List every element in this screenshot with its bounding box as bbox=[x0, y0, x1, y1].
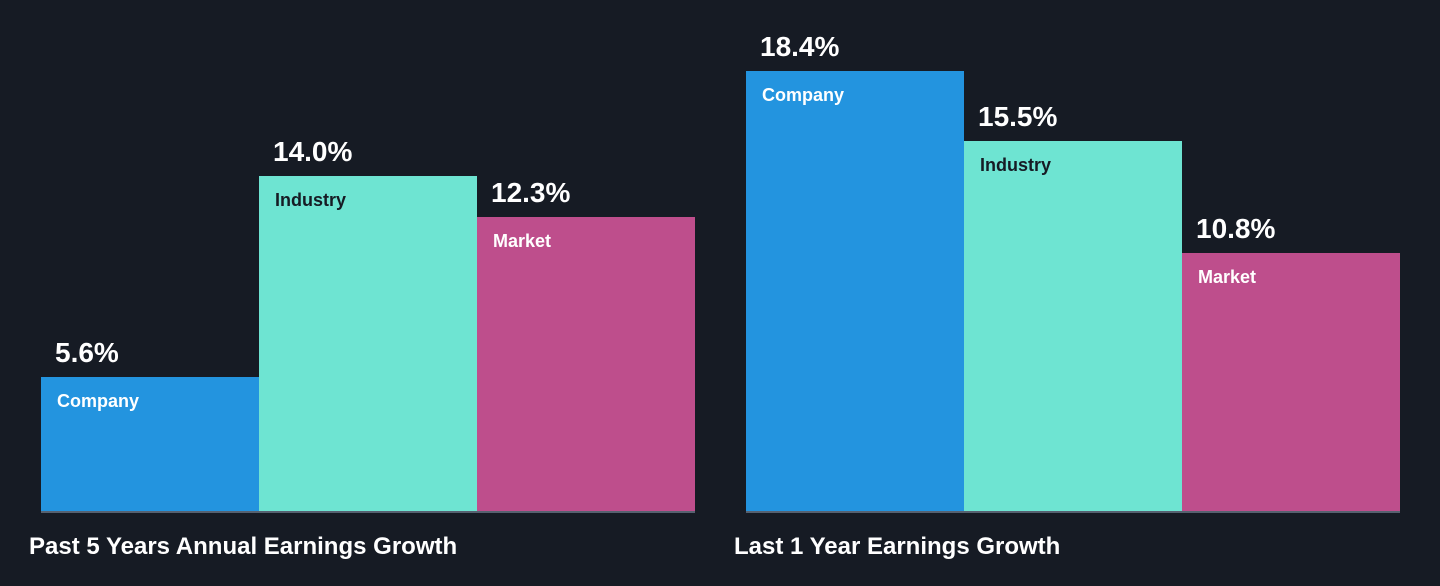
plot-area: 18.4% Company 15.5% Industry 10.8% Marke… bbox=[746, 28, 1400, 513]
bar-label: Market bbox=[493, 231, 552, 251]
bar-market: Market bbox=[477, 217, 695, 511]
chart-past-5-years-earnings-growth: 5.6% Company 14.0% Industry 12.3% Market… bbox=[29, 28, 695, 561]
bar-label: Company bbox=[57, 391, 140, 411]
value-label: 18.4% bbox=[760, 31, 840, 62]
bar-company: Company bbox=[746, 71, 964, 511]
bar-group-company: 5.6% Company bbox=[41, 339, 259, 511]
value-label: 12.3% bbox=[491, 177, 571, 208]
bar-group-company: 18.4% Company bbox=[746, 33, 964, 511]
chart-title: Past 5 Years Annual Earnings Growth bbox=[29, 533, 458, 560]
value-label: 14.0% bbox=[273, 136, 353, 167]
bar-market: Market bbox=[1182, 253, 1400, 511]
bar-label: Industry bbox=[980, 155, 1052, 175]
value-label: 5.6% bbox=[55, 337, 119, 368]
bar-label: Company bbox=[762, 85, 845, 105]
bar-group-industry: 15.5% Industry bbox=[964, 103, 1182, 511]
bar-group-market: 10.8% Market bbox=[1182, 215, 1400, 511]
bar-group-industry: 14.0% Industry bbox=[259, 138, 477, 511]
bar-company: Company bbox=[41, 377, 259, 511]
bar-industry: Industry bbox=[964, 141, 1182, 511]
bar-industry: Industry bbox=[259, 176, 477, 511]
chart-title: Last 1 Year Earnings Growth bbox=[734, 533, 1061, 560]
plot-area: 5.6% Company 14.0% Industry 12.3% Market bbox=[41, 28, 695, 513]
bar-label: Industry bbox=[275, 190, 347, 210]
bar-group-market: 12.3% Market bbox=[477, 179, 695, 511]
value-label: 15.5% bbox=[978, 101, 1058, 132]
bar-label: Market bbox=[1198, 267, 1257, 287]
value-label: 10.8% bbox=[1196, 213, 1276, 244]
chart-last-1-year-earnings-growth: 18.4% Company 15.5% Industry 10.8% Marke… bbox=[734, 28, 1400, 561]
